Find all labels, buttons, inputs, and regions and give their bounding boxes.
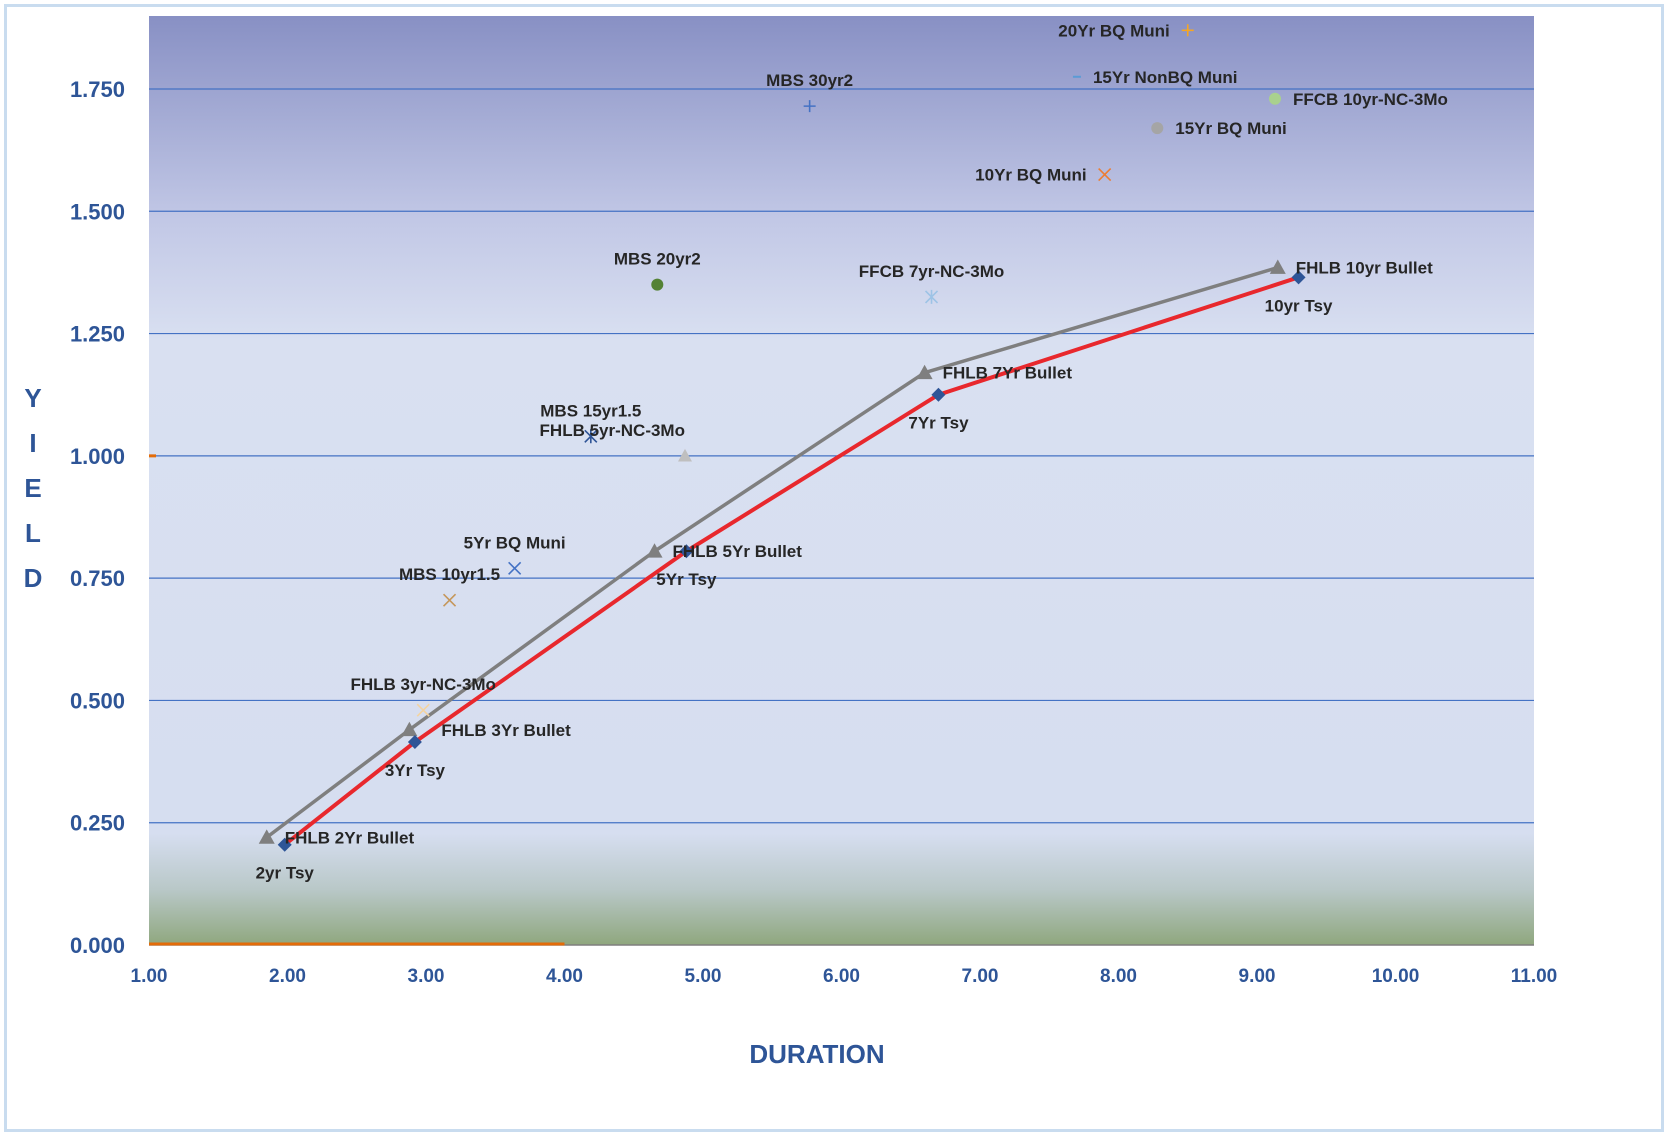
plot-area — [149, 16, 1534, 945]
point-label: 15Yr NonBQ Muni — [1093, 68, 1238, 87]
triangle-marker — [646, 543, 663, 558]
gridlines — [149, 88, 1534, 946]
point-label: MBS 30yr2 — [766, 71, 853, 90]
triangle-marker — [258, 829, 275, 844]
point-label: MBS 20yr2 — [614, 250, 701, 269]
y-tick-label: 0.000 — [70, 933, 125, 958]
point-label: FFCB 10yr-NC-3Mo — [1293, 90, 1448, 109]
x-tick-label: 9.00 — [1239, 966, 1276, 987]
point-label: 15Yr BQ Muni — [1175, 119, 1286, 138]
chart-frame: 0.000 0.250 0.500 0.750 1.000 1.250 1.500 1.750… — [4, 4, 1664, 1132]
y-tick-labels: 0.000 0.250 0.500 0.750 1.000 1.250 1.500 1.750 — [70, 77, 125, 958]
y-tick-label: 1.750 — [70, 77, 125, 102]
plus-marker — [803, 100, 816, 113]
point-label: 10yr Tsy — [1265, 296, 1333, 315]
y-axis-title-letter: Y — [24, 383, 41, 413]
y-tick-label: 0.250 — [70, 811, 125, 836]
x-tick-label: 11.00 — [1511, 966, 1558, 987]
point-labels: FHLB 2Yr Bullet FHLB 3Yr Bullet FHLB 5Yr B… — [256, 21, 1448, 882]
x-tick-labels: 1.00 2.00 3.00 4.00 5.00 6.00 7.00 8.00 9.00 10.0… — [131, 966, 1558, 987]
point-label: FHLB 7Yr Bullet — [943, 364, 1073, 383]
y-tick-label: 0.750 — [70, 566, 125, 591]
reference-lines — [149, 454, 565, 946]
diamond-marker — [679, 544, 694, 559]
point-label: 20Yr BQ Muni — [1058, 21, 1169, 40]
point-label: 5Yr Tsy — [656, 570, 717, 589]
y-tick-label: 1.000 — [70, 444, 125, 469]
triangle-marker — [1269, 259, 1286, 274]
y-axis-title-letter: L — [25, 518, 41, 548]
asterisk-marker — [924, 289, 939, 304]
triangle-marker — [677, 448, 692, 462]
x-marker — [1098, 168, 1112, 182]
point-label: FHLB 3yr-NC-3Mo — [351, 675, 496, 694]
point-label: 10Yr BQ Muni — [975, 166, 1086, 185]
point-label: 5Yr BQ Muni — [464, 533, 566, 552]
x-tick-label: 4.00 — [546, 966, 583, 987]
x-tick-label: 6.00 — [823, 966, 860, 987]
circle-marker — [1151, 122, 1164, 135]
y-tick-label: 1.500 — [70, 199, 125, 224]
triangle-marker — [401, 721, 418, 737]
x-axis-title: DURATION — [749, 1039, 884, 1069]
point-label: FHLB 2Yr Bullet — [285, 828, 415, 847]
diamond-marker — [1291, 270, 1306, 285]
point-label: 7Yr Tsy — [908, 414, 969, 433]
point-label: MBS 15yr1.5 — [540, 401, 641, 420]
point-label: 2yr Tsy — [256, 864, 315, 883]
triangle-marker — [916, 364, 933, 380]
y-tick-label: 0.500 — [70, 688, 125, 713]
x-tick-label: 10.00 — [1372, 966, 1420, 987]
y-axis-title-letter: E — [24, 473, 41, 503]
diamond-marker — [931, 387, 946, 402]
point-label: FHLB 5Yr Bullet — [673, 542, 803, 561]
x-tick-label: 3.00 — [408, 966, 445, 987]
asterisk-marker — [584, 429, 598, 444]
x-tick-label: 5.00 — [685, 966, 722, 987]
x-marker — [416, 703, 430, 717]
y-axis-title-letter: D — [24, 563, 43, 593]
x-marker — [442, 593, 457, 607]
series-markers — [258, 24, 1306, 852]
point-label: 3Yr Tsy — [385, 761, 446, 780]
x-marker — [508, 561, 522, 575]
point-label: FHLB 5yr-NC-3Mo — [540, 421, 685, 440]
x-tick-label: 2.00 — [269, 966, 306, 987]
point-label: FFCB 7yr-NC-3Mo — [859, 262, 1004, 281]
circle-marker — [651, 278, 664, 291]
y-axis-title-letter: I — [29, 428, 36, 458]
point-label: FHLB 3Yr Bullet — [441, 721, 571, 740]
diamond-marker — [407, 735, 422, 750]
x-tick-label: 8.00 — [1100, 966, 1137, 987]
plus-marker — [1181, 24, 1194, 37]
x-tick-label: 1.00 — [131, 966, 168, 987]
x-tick-label: 7.00 — [962, 966, 999, 987]
diamond-marker — [277, 837, 292, 852]
point-label: FHLB 10yr Bullet — [1296, 259, 1433, 278]
yield-duration-chart: 0.000 0.250 0.500 0.750 1.000 1.250 1.500 1.750… — [24, 16, 1558, 1069]
y-tick-label: 1.250 — [70, 322, 125, 347]
point-label: MBS 10yr1.5 — [399, 565, 500, 584]
circle-marker — [1269, 92, 1282, 105]
